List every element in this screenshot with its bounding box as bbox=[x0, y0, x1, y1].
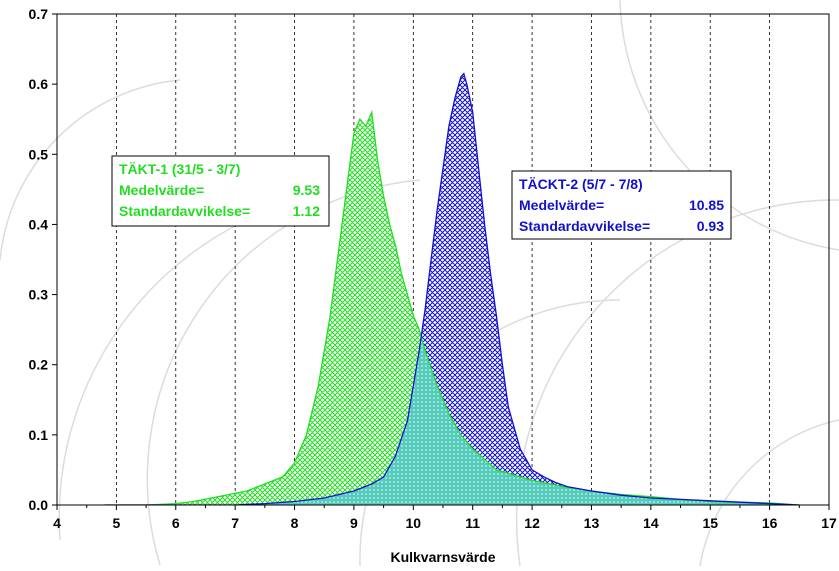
y-tick-label: 0.0 bbox=[29, 497, 49, 513]
takt1-mean-label: Medelvärde= bbox=[119, 182, 204, 198]
x-tick-label: 7 bbox=[231, 515, 239, 531]
y-tick-label: 0.3 bbox=[29, 287, 49, 303]
takt1-std-value: 1.12 bbox=[293, 203, 320, 219]
x-tick-label: 11 bbox=[465, 515, 480, 531]
takt1-std-label: Standardavvikelse= bbox=[119, 203, 250, 219]
x-axis-title: Kulkvarnsvärde bbox=[390, 549, 495, 565]
tackt2-mean-label: Medelvärde= bbox=[519, 197, 604, 213]
y-tick-label: 0.7 bbox=[29, 6, 49, 22]
annotation-box-tackt2: TÄCKT-2 (5/7 - 7/8) Medelvärde= 10.85 St… bbox=[511, 170, 732, 240]
x-tick-label: 10 bbox=[406, 515, 422, 531]
tackt2-title: TÄCKT-2 (5/7 - 7/8) bbox=[519, 176, 643, 192]
y-tick-label: 0.4 bbox=[29, 216, 49, 232]
y-tick-label: 0.2 bbox=[29, 357, 49, 373]
series-overlap-area bbox=[104, 112, 800, 505]
x-tick-label: 17 bbox=[821, 515, 837, 531]
series-line-1 bbox=[104, 72, 800, 505]
axes: 4 5 6 7 8 9 10 11 12 13 14 15 16 17 0.0 0.1 0.2 0.3 0.4 0.5… bbox=[29, 6, 837, 531]
takt1-title: TÄKT-1 (31/5 - 3/7) bbox=[119, 161, 240, 177]
series-area-tackt2 bbox=[104, 73, 800, 505]
y-tick-label: 0.6 bbox=[29, 76, 49, 92]
x-tick-label: 14 bbox=[643, 515, 659, 531]
x-tick-label: 6 bbox=[172, 515, 180, 531]
x-tick-label: 5 bbox=[112, 515, 120, 531]
x-tick-label: 9 bbox=[350, 515, 358, 531]
takt1-mean-value: 9.53 bbox=[293, 182, 320, 198]
y-tick-label: 0.5 bbox=[29, 146, 49, 162]
x-tick-label: 13 bbox=[584, 515, 600, 531]
tackt2-std-label: Standardavvikelse= bbox=[519, 218, 650, 234]
x-tick-label: 8 bbox=[291, 515, 299, 531]
x-tick-label: 4 bbox=[53, 515, 61, 531]
annotation-box-takt1: TÄKT-1 (31/5 - 3/7) Medelvärde= 9.53 Sta… bbox=[111, 155, 330, 227]
x-tick-label: 15 bbox=[702, 515, 718, 531]
x-tick-label: 16 bbox=[762, 515, 778, 531]
series-areas bbox=[104, 72, 800, 505]
y-tick-label: 0.1 bbox=[29, 427, 49, 443]
x-tick-label: 12 bbox=[524, 515, 540, 531]
tackt2-mean-value: 10.85 bbox=[689, 197, 724, 213]
tackt2-std-value: 0.93 bbox=[697, 218, 724, 234]
